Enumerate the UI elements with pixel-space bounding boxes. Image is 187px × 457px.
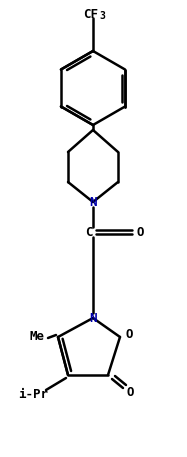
Text: 3: 3	[99, 11, 105, 21]
Text: O: O	[136, 225, 144, 239]
Text: C: C	[85, 225, 93, 239]
Text: O: O	[126, 387, 134, 399]
Text: O: O	[126, 329, 134, 341]
Text: N: N	[89, 196, 97, 208]
Text: Me: Me	[30, 329, 45, 342]
Text: i-Pr: i-Pr	[18, 388, 48, 402]
Text: N: N	[89, 312, 97, 324]
Text: CF: CF	[84, 7, 99, 21]
